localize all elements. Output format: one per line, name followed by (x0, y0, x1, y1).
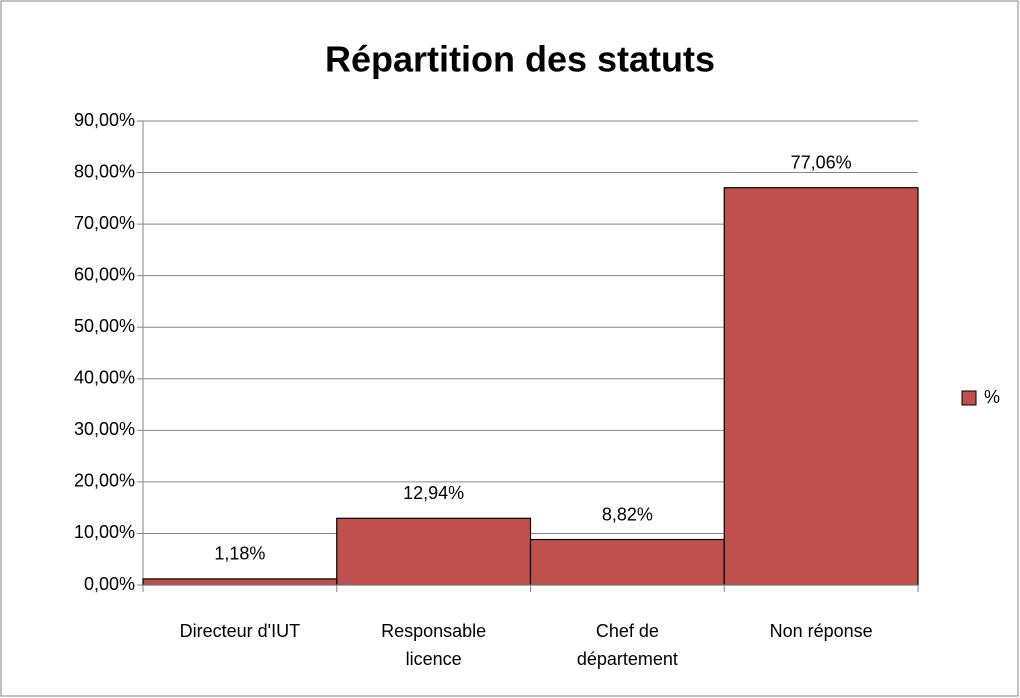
x-tick-label: Directeur d'IUT (179, 621, 301, 641)
y-tick-label: 70,00% (74, 213, 135, 233)
chart-title: Répartition des statuts (325, 39, 715, 80)
y-tick-label: 0,00% (84, 574, 135, 594)
y-tick-label: 30,00% (74, 419, 135, 439)
y-tick-label: 20,00% (74, 471, 135, 491)
x-tick-label: Non réponse (769, 621, 873, 641)
legend-swatch (961, 390, 977, 406)
bar (529, 538, 725, 586)
y-tick-label: 60,00% (74, 264, 135, 284)
data-label: 77,06% (791, 152, 852, 172)
legend-label: % (984, 387, 1000, 407)
data-label: 12,94% (403, 483, 464, 503)
data-label: 8,82% (602, 504, 653, 524)
y-tick-label: 40,00% (74, 368, 135, 388)
y-tick-label: 10,00% (74, 522, 135, 542)
bar (723, 187, 919, 586)
y-tick-label: 90,00% (74, 110, 135, 130)
bar (142, 578, 338, 586)
x-tick-label: Chef de département (576, 621, 678, 669)
data-label: 1,18% (214, 544, 265, 564)
x-tick-label: Responsable licence (381, 621, 487, 669)
bar (336, 517, 532, 586)
y-tick-label: 80,00% (74, 161, 135, 181)
y-tick-label: 50,00% (74, 316, 135, 336)
